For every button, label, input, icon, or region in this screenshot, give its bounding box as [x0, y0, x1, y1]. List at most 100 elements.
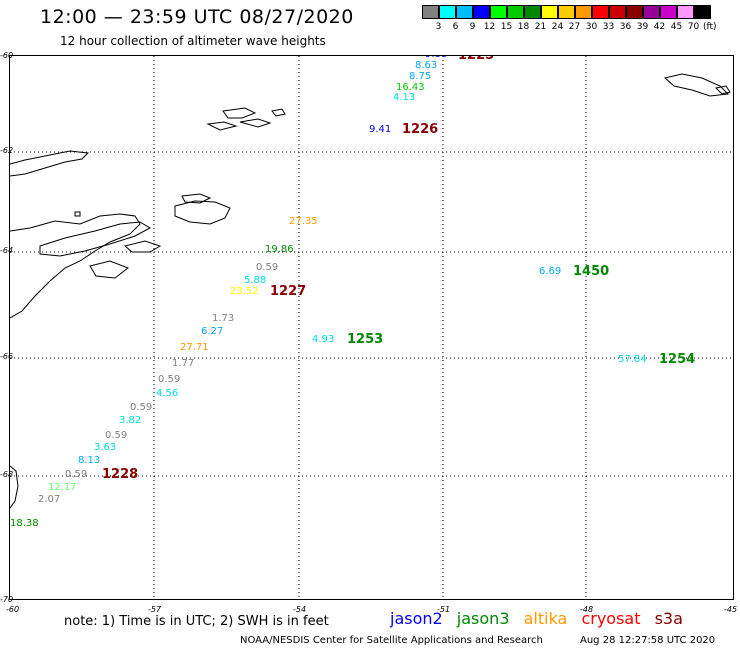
scale-unit: (ft)	[703, 22, 717, 32]
scale-swatch	[558, 5, 575, 19]
scale-swatch	[524, 5, 541, 19]
wave-height-label: 9.41	[369, 124, 392, 135]
scale-label: 45	[670, 22, 683, 32]
page-subtitle: 12 hour collection of altimeter wave hei…	[60, 34, 326, 48]
lon-label-57: -57	[148, 605, 162, 614]
wave-height-label: 3.63	[94, 442, 117, 453]
graticule	[10, 56, 733, 599]
pass-time-label: 1227	[270, 284, 307, 299]
page-title: 12:00 — 23:59 UTC 08/27/2020	[40, 6, 354, 28]
wave-height-label: 4.56	[156, 388, 179, 399]
wave-height-label: 0.59	[65, 469, 88, 480]
scale-label: 30	[585, 22, 598, 32]
scale-swatch	[456, 5, 473, 19]
island-elephant	[222, 107, 257, 119]
scale-label: 36	[619, 22, 632, 32]
scale-swatch	[609, 5, 626, 19]
coastline	[10, 73, 731, 509]
lon-label-51: -51	[437, 605, 451, 614]
lon-label-48: -48	[580, 605, 594, 614]
scale-label: 9	[469, 22, 476, 32]
legend-jason2: jason2	[390, 609, 443, 628]
scale-label: 12	[483, 22, 496, 32]
scale-label: 3	[435, 22, 442, 32]
island-joinville	[174, 200, 231, 225]
wave-height-label: 57.84	[618, 354, 647, 365]
timestamp: Aug 28 12:27:58 UTC 2020	[580, 635, 716, 646]
wave-height-label: 5.88	[244, 275, 267, 286]
scale-swatch	[473, 5, 490, 19]
wave-height-label: 8.63	[415, 60, 438, 71]
scale-label: 18	[517, 22, 530, 32]
island-orkney	[663, 73, 730, 97]
scale-swatch	[490, 5, 507, 19]
wave-height-label: 0.59	[105, 430, 128, 441]
wave-height-label: 12.17	[48, 482, 77, 493]
scale-label: 24	[551, 22, 564, 32]
scale-swatch	[592, 5, 609, 19]
pass-time-label: 1450	[573, 264, 610, 279]
legend-jason3: jason3	[456, 609, 510, 628]
lon-label-54: -54	[293, 605, 307, 614]
lat-label-66: -66	[0, 352, 14, 361]
scale-label: 21	[534, 22, 547, 32]
island-bransfield	[39, 221, 152, 257]
wave-height-label: 0.59	[256, 262, 279, 273]
scale-swatch	[643, 5, 660, 19]
island-dundee	[181, 193, 212, 204]
coast-west-edge	[10, 465, 19, 509]
scale-label: 6	[452, 22, 459, 32]
lat-label-60: -60	[0, 51, 14, 60]
wave-height-label: 27.35	[289, 216, 318, 227]
lon-label-45: -45	[724, 605, 738, 614]
pass-time-label: 1226	[402, 122, 439, 137]
lat-label-64: -64	[0, 246, 14, 255]
scale-swatch	[541, 5, 558, 19]
island-nelson	[239, 118, 272, 128]
wave-height-label: 27.71	[180, 342, 209, 353]
wave-height-label: 1.77	[172, 358, 195, 369]
wave-height-label: 0.59	[130, 402, 153, 413]
pass-time-label: 1254	[659, 352, 696, 367]
scale-swatch	[660, 5, 677, 19]
island-king-george	[206, 121, 238, 131]
scale-swatch	[575, 5, 592, 19]
legend-s3a: s3a	[654, 609, 683, 628]
pass-time-label: 1228	[102, 467, 139, 482]
wave-height-label: 8.75	[409, 71, 432, 82]
wave-height-label: 3.82	[119, 415, 142, 426]
scale-swatch	[677, 5, 694, 19]
pass-time-label: 1253	[347, 332, 384, 347]
scale-swatch	[694, 5, 711, 19]
wave-height-label: 6.69	[539, 266, 562, 277]
wave-height-label: 16.43	[396, 82, 425, 93]
credit-line: NOAA/NESDIS Center for Satellite Applica…	[240, 635, 543, 646]
map-canvas	[10, 56, 733, 599]
wave-height-label: 4.93	[312, 334, 335, 345]
pass-time-label: 1225	[458, 55, 495, 63]
scale-swatch	[422, 5, 439, 19]
wave-height-label: 1.73	[212, 313, 235, 324]
legend-altika: altika	[523, 609, 568, 628]
lon-label-60: -60	[6, 605, 20, 614]
island-orkney-east	[714, 85, 731, 95]
wave-height-label: 18.38	[10, 518, 39, 529]
scale-label: 33	[602, 22, 615, 32]
wave-height-label: 0.59	[158, 374, 181, 385]
footer-note: note: 1) Time is in UTC; 2) SWH is in fe…	[64, 614, 329, 629]
legend-cryosat: cryosat	[581, 609, 641, 628]
wave-height-label: 6.27	[201, 326, 224, 337]
wave-height-label: 23.52	[230, 286, 259, 297]
scale-swatch	[507, 5, 524, 19]
scale-label: 27	[568, 22, 581, 32]
peninsula-coast	[10, 213, 141, 319]
lat-label-62: -62	[0, 146, 14, 155]
island-clarence	[271, 108, 286, 117]
island-south-shetland	[10, 150, 90, 177]
wave-height-label: 9.86	[425, 56, 447, 60]
scale-label: 42	[653, 22, 666, 32]
satellite-legend: jason2 jason3 altika cryosat s3a	[390, 609, 692, 628]
wave-height-label: 8.13	[78, 455, 101, 466]
islet-1	[74, 211, 81, 217]
